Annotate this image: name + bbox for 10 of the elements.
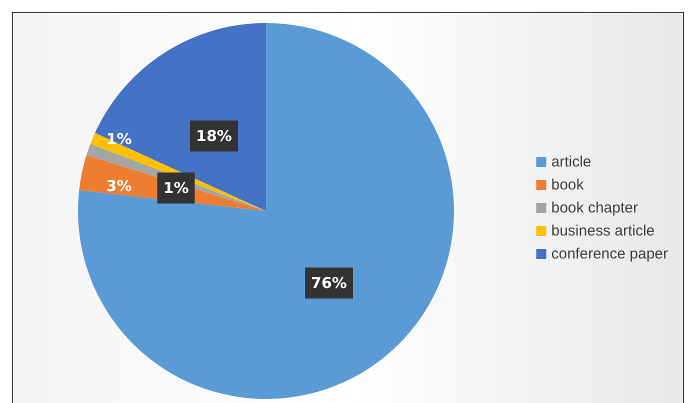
- legend-label: book chapter: [551, 200, 638, 216]
- legend-label: article: [551, 154, 592, 170]
- data-label: 3%: [106, 177, 132, 195]
- data-label: 1%: [106, 130, 132, 148]
- data-label: 76%: [311, 274, 347, 292]
- legend-label: business article: [551, 222, 655, 240]
- data-label: 18%: [196, 127, 232, 145]
- legend-label: conference paper: [551, 246, 668, 262]
- data-label: 1%: [163, 179, 189, 197]
- legend-label: book: [551, 176, 584, 194]
